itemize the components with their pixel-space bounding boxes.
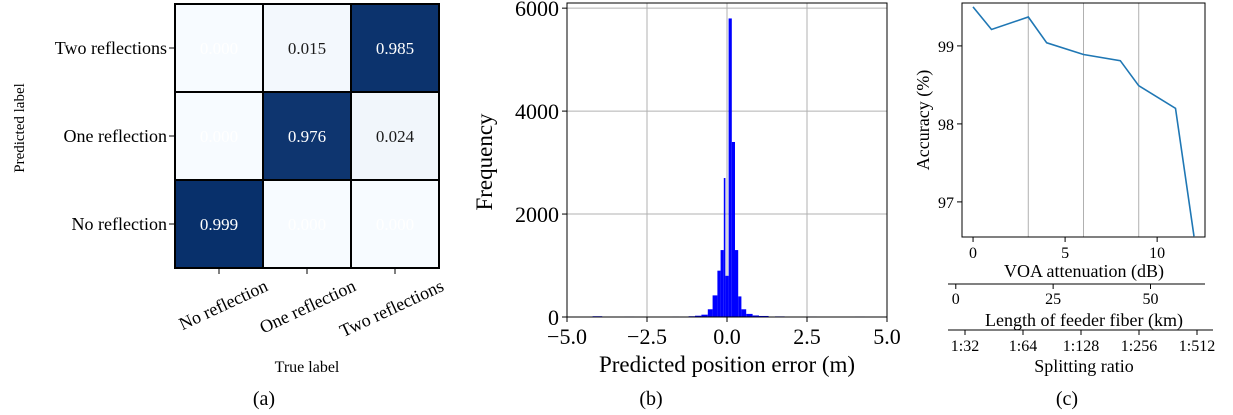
splitting-ratio-axis-label: Splitting ratio: [1034, 356, 1134, 376]
histogram-bar: [701, 314, 708, 317]
histogram-bar: [695, 315, 702, 317]
y-axis-label: Predicted label: [12, 83, 28, 173]
histogram-bar: [759, 315, 769, 317]
histogram-bar: [725, 275, 729, 317]
histogram-grid: [567, 3, 887, 317]
histogram-x-ticks: −5.0 −2.5 0.0 2.5 5.0: [547, 317, 901, 349]
row-label: No reflection: [72, 214, 167, 234]
panel-label: (a): [253, 388, 275, 410]
histogram-panel: −5.0 −2.5 0.0 2.5 5.0 0 2000 4000 6000 Predicte…: [472, 0, 901, 410]
y-tick-label: 6000: [515, 0, 559, 21]
histogram-bar: [735, 250, 739, 317]
confusion-matrix-panel: 0.000 0.015 0.985 0.000 0.976 0.024 0.999 0.000…: [12, 3, 447, 410]
histogram-bar: [712, 295, 718, 317]
fiber-length-axis-ticks: 0 25 50: [952, 284, 1158, 308]
matrix-cell-value: 0.985: [376, 39, 414, 58]
x-axis-label: VOA attenuation (dB): [1004, 261, 1164, 282]
splitting-ratio-tick-label: 1:512: [1179, 338, 1215, 355]
accuracy-line-panel: 0 5 10 97 98 99 VOA attenuation (dB) Accurac…: [913, 2, 1215, 410]
matrix-cell: [262, 179, 352, 269]
fiber-length-tick-label: 0: [952, 291, 960, 308]
matrix-cell: [262, 3, 352, 93]
y-axis-label: Accuracy (%): [913, 70, 934, 170]
row-label: Two reflections: [55, 38, 167, 58]
fiber-length-axis-label: Length of feeder fiber (km): [985, 310, 1183, 331]
matrix-cell: [350, 91, 440, 181]
fiber-length-tick-label: 25: [1045, 291, 1061, 308]
line-axes-frame: [961, 2, 1206, 238]
line-grid: [1027, 3, 1140, 237]
panel-label: (c): [1056, 388, 1078, 410]
matrix-cell-value: 0.000: [200, 39, 238, 58]
y-tick-label: 97: [938, 195, 954, 212]
y-axis-label: Frequency: [472, 113, 497, 211]
histogram-bar: [723, 178, 726, 317]
row-label: One reflection: [64, 126, 167, 146]
splitting-ratio-tick-label: 1:64: [1009, 338, 1037, 355]
matrix-cell-value: 0.000: [200, 127, 238, 146]
fiber-length-tick-label: 50: [1142, 291, 1158, 308]
x-tick-label: −5.0: [547, 324, 587, 349]
matrix-cell-value: 0.999: [200, 215, 238, 234]
matrix-cell-value: 0.015: [288, 39, 326, 58]
x-axis-label: True label: [275, 359, 340, 376]
histogram-bar: [720, 250, 724, 317]
matrix-cell-value: 0.000: [376, 215, 414, 234]
histogram-bar: [707, 309, 713, 317]
panel-label: (b): [639, 388, 662, 410]
x-tick-label: −2.5: [627, 324, 667, 349]
splitting-ratio-tick-label: 1:128: [1063, 338, 1099, 355]
x-tick-label: 5: [1061, 245, 1069, 262]
y-tick-label: 99: [938, 39, 954, 56]
histogram-bar: [738, 296, 742, 317]
x-tick-label: 2.5: [793, 324, 821, 349]
confusion-matrix-cells: 0.000 0.015 0.985 0.000 0.976 0.024 0.999 0.000…: [174, 3, 440, 269]
splitting-ratio-axis-ticks: 1:32 1:64 1:128 1:256 1:512: [951, 330, 1215, 355]
confusion-matrix-row-labels: Two reflections One reflection No reflecti…: [55, 38, 175, 234]
histogram-bar: [731, 141, 735, 317]
y-tick-label: 4000: [515, 99, 559, 124]
x-tick-label: 10: [1149, 245, 1165, 262]
matrix-cell-value: 0.976: [288, 127, 326, 146]
x-axis-label: Predicted position error (m): [599, 352, 855, 377]
line-y-ticks: 97 98 99: [938, 39, 962, 212]
histogram-bar: [741, 309, 747, 317]
line-x-ticks: 0 5 10: [969, 237, 1165, 262]
column-label: No reflection: [176, 275, 271, 333]
y-tick-label: 0: [548, 305, 559, 330]
histogram-y-ticks: 0 2000 4000 6000: [515, 0, 567, 330]
histogram-bar: [746, 313, 753, 317]
x-tick-label: 0.0: [713, 324, 741, 349]
histogram-bar: [728, 18, 732, 317]
y-tick-label: 2000: [515, 202, 559, 227]
splitting-ratio-tick-label: 1:32: [951, 338, 979, 355]
y-tick-label: 98: [938, 117, 954, 134]
histogram-bar: [752, 315, 759, 317]
histogram-bar: [717, 270, 721, 317]
matrix-cell-value: 0.000: [288, 215, 326, 234]
histogram-bars: [592, 18, 865, 317]
matrix-cell-value: 0.024: [376, 127, 415, 146]
x-tick-label: 0: [969, 245, 977, 262]
splitting-ratio-tick-label: 1:256: [1121, 338, 1157, 355]
accuracy-series-line: [972, 6, 1195, 237]
matrix-cell: [174, 3, 264, 93]
x-tick-label: 5.0: [873, 324, 901, 349]
